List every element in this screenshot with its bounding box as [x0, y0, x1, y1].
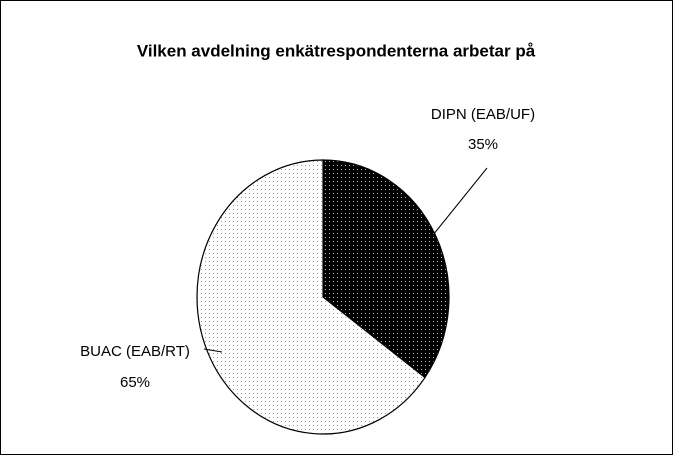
slice-value-label: 65%	[120, 374, 150, 391]
pie-slice	[196, 159, 426, 435]
slice-value-label: 35%	[468, 136, 498, 153]
leader-line	[432, 167, 488, 236]
chart-title: Vilken avdelning enkätrespondenterna arb…	[137, 41, 536, 60]
slice-label: BUAC (EAB/RT)	[80, 343, 190, 360]
pie-slice	[322, 159, 450, 379]
leader-line	[203, 348, 223, 353]
slice-label: DIPN (EAB/UF)	[431, 106, 535, 123]
